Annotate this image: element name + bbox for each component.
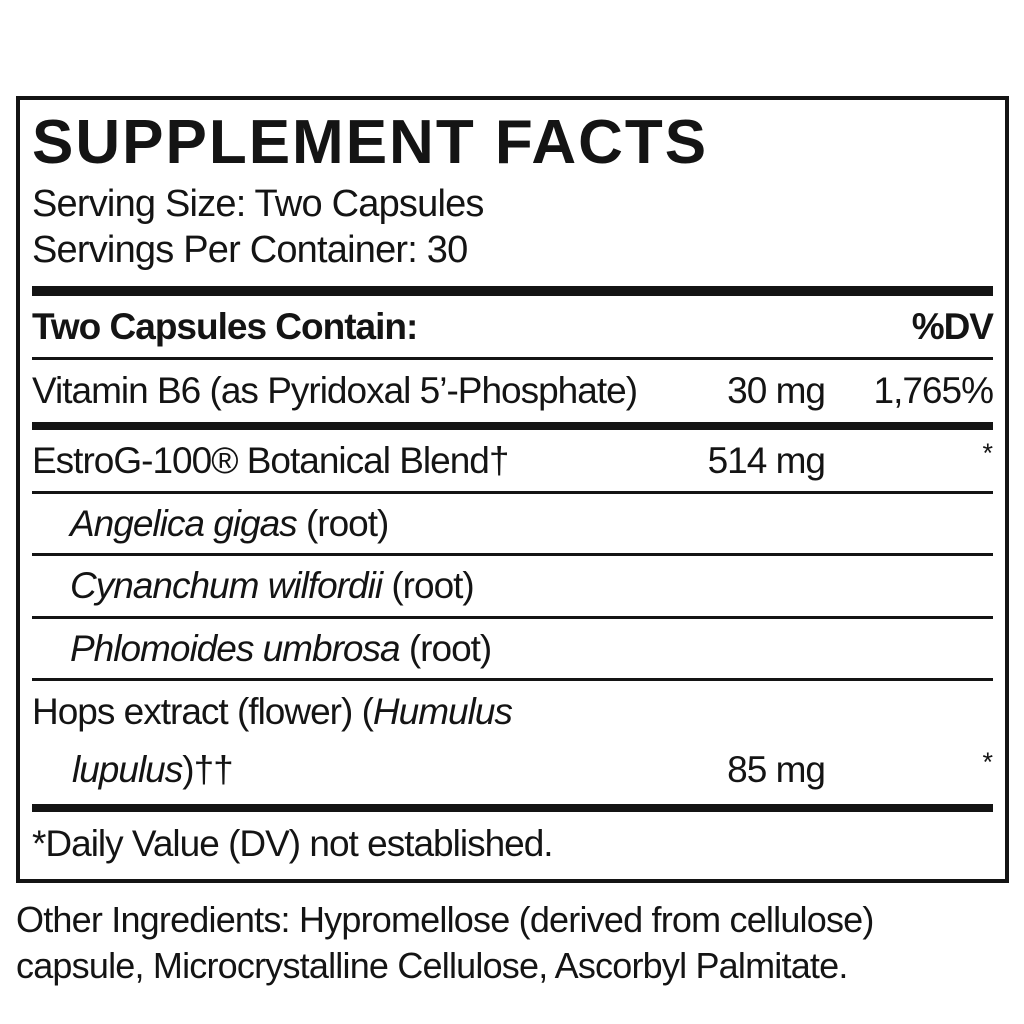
cynanchum-wilfordii-part: (root) [382,565,474,607]
divider-thin-5 [32,678,993,682]
hops-extract-species-continued: lupulus)†† [32,749,685,790]
table-row-hops-extract: Hops extract (flower) (Humulus lupulus)†… [32,681,993,804]
percent-dv-header-label: %DV [911,305,994,347]
phlomoides-umbrosa-species: Phlomoides umbrosa [70,627,401,669]
hops-extract-amount: 85 mg [727,748,826,790]
cynanchum-wilfordii-species: Cynanchum wilfordii [70,565,383,607]
phlomoides-umbrosa-name: Phlomoides umbrosa (root) [32,628,993,669]
other-ingredients-line2: capsule, Microcrystalline Cellulose, Asc… [16,945,848,987]
table-row-phlomoides-umbrosa: Phlomoides umbrosa (root) [32,619,993,678]
hops-extract-name-italic: Humulus [372,691,513,733]
angelica-gigas-species: Angelica gigas [70,502,298,544]
serving-size-line: Serving Size: Two Capsules [32,182,484,225]
divider-thin-3 [32,553,993,557]
table-row-cynanchum-wilfordii: Cynanchum wilfordii (root) [32,556,993,615]
divider-thick-2 [32,421,993,430]
phlomoides-umbrosa-part: (root) [399,627,492,669]
other-ingredients-paragraph: Other Ingredients: Hypromellose (derived… [16,897,1009,991]
table-row-vitamin-b6: Vitamin B6 (as Pyridoxal 5’-Phosphate) 3… [32,360,995,421]
estrog-blend-name: EstroG-100® Botanical Blend† [32,439,509,481]
hops-extract-name-line2: lupulus)†† 85 mg * [32,733,993,804]
vitamin-b6-dv: 1,765% [873,370,995,412]
estrog-blend-amount: 514 mg [707,439,826,481]
vitamin-b6-name: Vitamin B6 (as Pyridoxal 5’-Phosphate) [32,370,638,412]
table-row-angelica-gigas: Angelica gigas (root) [32,494,993,553]
divider-thin-2 [32,490,993,494]
table-header-row: Two Capsules Contain: %DV [32,296,994,357]
hops-extract-dv-asterisk: * [982,746,993,777]
supplement-facts-panel: SUPPLEMENT FACTS Serving Size: Two Capsu… [16,96,1009,883]
hops-lupulus-italic: lupulus [72,748,183,790]
hops-extract-name-regular: Hops extract (flower) ( [32,691,374,733]
divider-thin-4 [32,615,993,619]
divider-thick-3 [32,804,993,813]
contains-header-label: Two Capsules Contain: [32,305,418,347]
table-row-estrog-blend: EstroG-100® Botanical Blend† 514 mg * [32,430,993,491]
angelica-gigas-part: (root) [296,502,389,544]
hops-extract-name-line1: Hops extract (flower) (Humulus [32,681,993,732]
servings-per-container-line: Servings Per Container: 30 [32,229,468,272]
angelica-gigas-name: Angelica gigas (root) [32,503,993,544]
estrog-blend-dv-asterisk: * [982,437,993,468]
vitamin-b6-amount: 30 mg [727,370,826,412]
other-ingredients-line1: Other Ingredients: Hypromellose (derived… [16,898,874,940]
hops-daggers: )†† [182,748,233,790]
divider-thick-top [32,285,993,296]
daily-value-footnote: *Daily Value (DV) not established. [32,823,554,865]
cynanchum-wilfordii-name: Cynanchum wilfordii (root) [32,565,993,606]
panel-title: SUPPLEMENT FACTS [32,108,709,177]
divider-thin-1 [32,357,993,361]
